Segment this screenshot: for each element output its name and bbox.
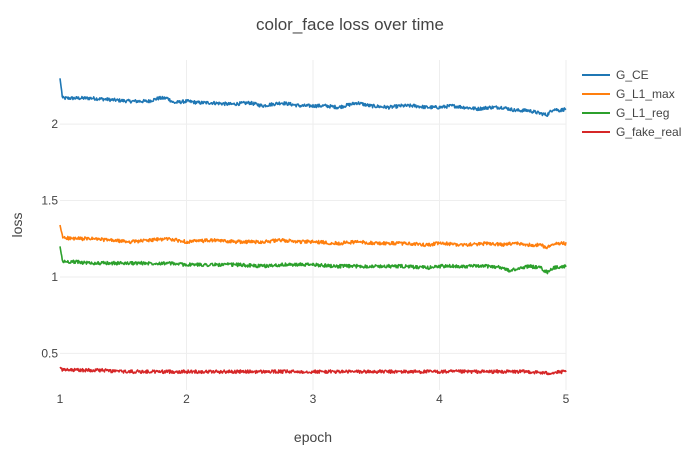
series-line-g-l1-max: [59, 224, 567, 250]
x-tick-label: 1: [57, 392, 64, 406]
x-gridlines: [186, 60, 567, 390]
x-tick-label: 3: [310, 392, 317, 406]
chart-title: color_face loss over time: [256, 15, 444, 34]
series-line-g-l1-reg: [59, 246, 567, 275]
legend: G_CE G_L1_max G_L1_reg G_fake_real: [582, 68, 681, 139]
series-layer: [59, 78, 567, 376]
y-gridlines: [60, 123, 566, 354]
y-tick-label: 2: [51, 117, 58, 131]
legend-item[interactable]: G_fake_real: [582, 125, 681, 139]
x-tick-label: 5: [563, 392, 570, 406]
y-tick-label: 1.5: [41, 194, 58, 208]
x-tick-label: 2: [183, 392, 190, 406]
legend-label: G_fake_real: [616, 125, 681, 139]
x-axis-title: epoch: [294, 429, 332, 445]
legend-label: G_L1_max: [616, 87, 675, 101]
series-line-g-ce: [59, 78, 567, 117]
legend-item[interactable]: G_L1_reg: [582, 106, 669, 120]
y-tick-labels: 0.5 1 1.5 2: [41, 117, 58, 360]
x-tick-labels: 1 2 3 4 5: [57, 392, 570, 406]
legend-item[interactable]: G_L1_max: [582, 87, 675, 101]
series-line-g-fake-real: [59, 366, 567, 376]
legend-label: G_CE: [616, 68, 649, 82]
legend-item[interactable]: G_CE: [582, 68, 649, 82]
y-axis-title: loss: [9, 213, 25, 238]
y-tick-label: 1: [51, 270, 58, 284]
x-tick-label: 4: [436, 392, 443, 406]
y-tick-label: 0.5: [41, 346, 58, 360]
legend-label: G_L1_reg: [616, 106, 669, 120]
